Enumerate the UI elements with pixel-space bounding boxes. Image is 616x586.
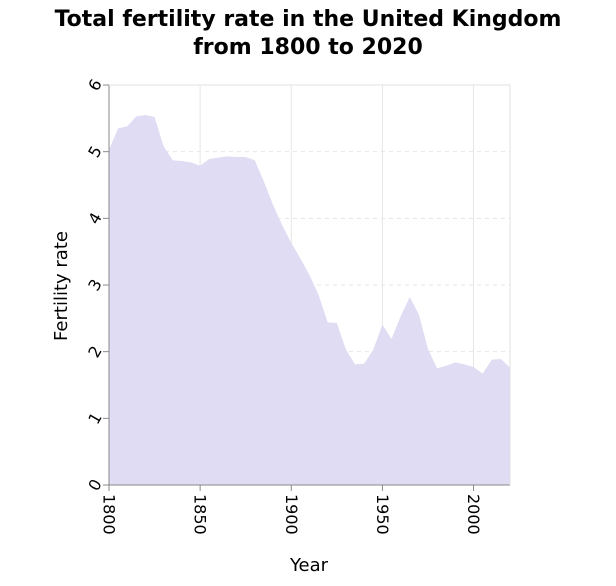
x-axis-label: Year <box>289 555 329 576</box>
y-tick-label: 4 <box>84 209 106 227</box>
x-tick-label: 1900 <box>282 494 301 535</box>
chart-title-line-2: from 1800 to 2020 <box>193 35 423 60</box>
y-tick-label: 2 <box>84 343 106 361</box>
chart-title-line-1: Total fertility rate in the United Kingd… <box>54 7 562 32</box>
y-tick-label: 0 <box>84 476 106 494</box>
fertility-area <box>109 115 510 485</box>
y-tick-label: 3 <box>84 276 106 294</box>
x-tick-label: 1950 <box>373 494 392 535</box>
x-tick-labels: 1800 1850 1900 1950 2000 <box>100 485 483 535</box>
y-tick-labels: 0 1 2 3 4 5 6 <box>84 76 109 494</box>
y-tick-label: 5 <box>84 143 106 161</box>
x-tick-label: 2000 <box>464 494 483 535</box>
x-tick-label: 1800 <box>100 494 119 535</box>
x-tick-label: 1850 <box>191 494 210 535</box>
y-tick-label: 6 <box>84 76 106 94</box>
chart-title: Total fertility rate in the United Kingd… <box>0 6 616 62</box>
y-tick-label: 1 <box>84 409 106 427</box>
y-axis-label: Fertility rate <box>51 231 72 341</box>
